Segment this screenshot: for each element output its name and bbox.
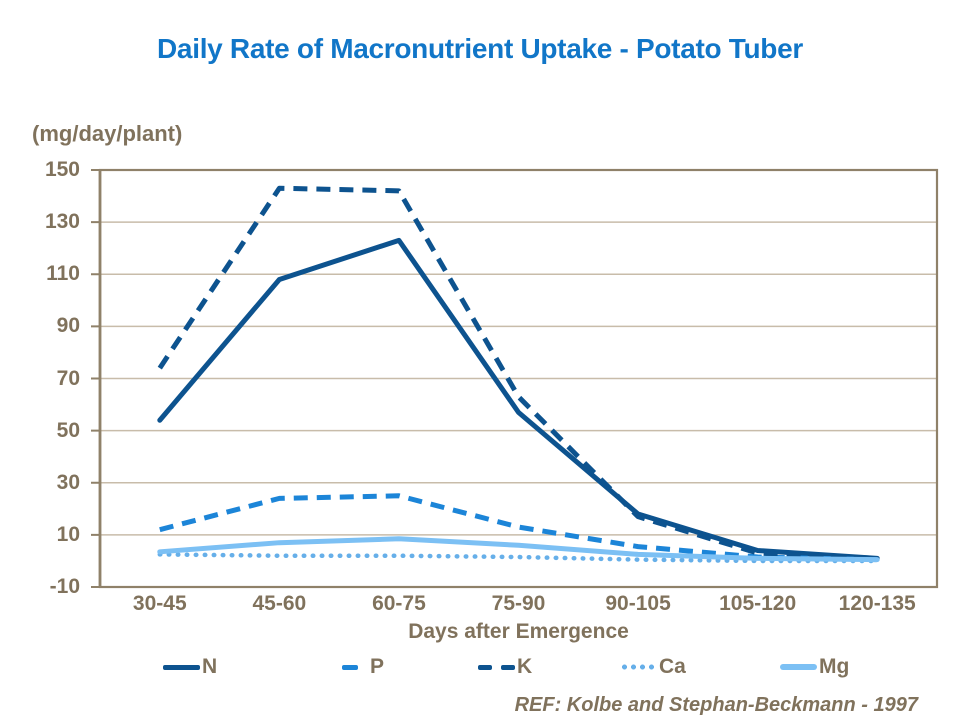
x-category-label: 105-120 bbox=[719, 592, 797, 615]
x-category-label: 90-105 bbox=[605, 592, 671, 615]
series-line-Mg bbox=[157, 536, 880, 563]
legend-line-sample-p bbox=[331, 664, 368, 670]
y-tick-label: 110 bbox=[46, 262, 80, 286]
y-tick-label: 10 bbox=[56, 522, 80, 546]
legend-label-k: K bbox=[517, 655, 533, 678]
x-axis-title: Days after Emergence bbox=[408, 620, 629, 643]
legend-label-n: N bbox=[202, 655, 218, 678]
x-category-label: 120-135 bbox=[838, 592, 916, 615]
legend-line-sample-ca bbox=[620, 664, 657, 670]
legend-item-k: K bbox=[478, 655, 532, 679]
y-tick-label: 130 bbox=[44, 210, 80, 234]
legend-label-mg: Mg bbox=[819, 655, 850, 678]
legend-label-p: P bbox=[370, 655, 385, 678]
reference-text: REF: Kolbe and Stephan-Beckmann - 1997 bbox=[514, 694, 918, 716]
legend-item-ca: Ca bbox=[620, 655, 686, 679]
series-line-K bbox=[157, 185, 878, 561]
chart-title: Daily Rate of Macronutrient Uptake - Pot… bbox=[157, 33, 803, 64]
legend-line-sample-n bbox=[163, 664, 200, 670]
legend-label-ca: Ca bbox=[659, 655, 686, 678]
legend-item-p: P bbox=[331, 655, 384, 679]
x-category-label: 30-45 bbox=[132, 592, 187, 615]
legend-item-mg: Mg bbox=[780, 655, 849, 679]
y-tick-label: 90 bbox=[56, 314, 80, 338]
legend-line-sample-mg bbox=[780, 664, 817, 670]
legend-line-sample-k bbox=[478, 664, 515, 670]
x-category-label: 60-75 bbox=[372, 592, 426, 615]
y-tick-label: -10 bbox=[49, 575, 80, 598]
x-category-label: 75-90 bbox=[491, 592, 546, 615]
y-tick-label: 70 bbox=[56, 366, 80, 390]
legend-item-n: N bbox=[163, 655, 217, 679]
y-tick-label: 30 bbox=[56, 470, 80, 494]
y-axis-unit-label: (mg/day/plant) bbox=[32, 121, 183, 146]
series-line-N bbox=[157, 237, 880, 561]
series-line-Ca bbox=[157, 552, 880, 564]
y-tick-label: 50 bbox=[56, 418, 80, 442]
x-category-label: 45-60 bbox=[252, 592, 307, 615]
y-tick-label: 150 bbox=[44, 158, 80, 181]
